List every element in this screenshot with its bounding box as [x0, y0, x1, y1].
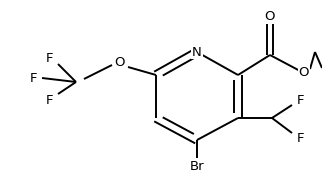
- Text: Br: Br: [190, 159, 204, 172]
- Text: N: N: [192, 46, 202, 59]
- Text: O: O: [299, 66, 309, 78]
- Text: O: O: [265, 11, 275, 23]
- Text: F: F: [297, 132, 305, 145]
- Text: F: F: [297, 93, 305, 106]
- Text: F: F: [30, 72, 38, 85]
- Text: F: F: [46, 93, 54, 106]
- Text: O: O: [115, 56, 125, 69]
- Text: F: F: [46, 51, 54, 64]
